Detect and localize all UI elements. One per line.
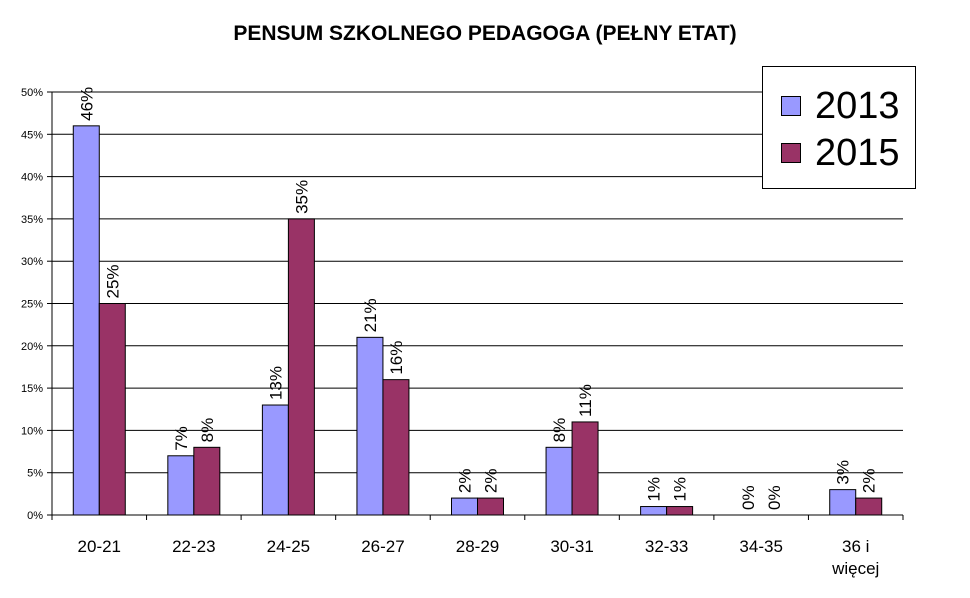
x-tick-label: więcej xyxy=(831,559,879,578)
data-label-2015: 11% xyxy=(576,384,595,417)
bar-2015 xyxy=(193,446,221,516)
y-tick-label: 5% xyxy=(27,468,43,480)
x-tick-label: 32-33 xyxy=(645,537,688,556)
y-tick-label: 25% xyxy=(21,299,43,311)
bar-2015 xyxy=(382,379,410,516)
bar-2013 xyxy=(356,336,384,516)
x-tick-label: 30-31 xyxy=(550,537,593,556)
y-tick-label: 10% xyxy=(21,425,43,437)
bar-2015 xyxy=(571,421,599,516)
data-label-2015: 35% xyxy=(292,180,311,214)
data-label-2013: 0% xyxy=(739,485,758,510)
data-label-2015: 2% xyxy=(860,469,879,494)
y-tick-label: 35% xyxy=(21,214,43,226)
bar-2015 xyxy=(287,218,315,516)
legend-item-2013: 2013 xyxy=(781,86,900,126)
chart-title: PENSUM SZKOLNEGO PEDAGOGA (PEŁNY ETAT) xyxy=(233,22,737,45)
y-tick-label: 20% xyxy=(21,341,43,353)
data-label-2013: 13% xyxy=(266,366,285,400)
x-tick-label: 36 i xyxy=(842,537,869,556)
bar-2013 xyxy=(167,455,195,516)
bar-2013 xyxy=(640,506,668,516)
y-tick-label: 30% xyxy=(21,256,43,268)
data-label-2015: 16% xyxy=(387,341,406,375)
bar-2015 xyxy=(98,303,126,516)
bar-2013 xyxy=(72,125,100,516)
x-tick-label: 34-35 xyxy=(739,537,782,556)
legend-swatch-2013 xyxy=(781,96,801,116)
data-label-2015: 1% xyxy=(671,477,690,502)
x-tick-label: 28-29 xyxy=(456,537,499,556)
data-label-2013: 46% xyxy=(77,87,96,121)
x-tick-label: 24-25 xyxy=(267,537,310,556)
y-tick-label: 45% xyxy=(21,129,43,141)
data-label-2013: 8% xyxy=(550,418,569,443)
data-label-2015: 2% xyxy=(482,469,501,494)
bar-2013 xyxy=(829,489,857,516)
data-label-2015: 8% xyxy=(198,418,217,443)
y-tick-label: 15% xyxy=(21,383,43,395)
y-tick-label: 40% xyxy=(21,172,43,184)
chart-legend: 2013 2015 xyxy=(762,66,916,189)
y-tick-label: 0% xyxy=(27,510,43,522)
legend-item-2015: 2015 xyxy=(781,133,900,173)
bar-2013 xyxy=(451,497,478,516)
bar-2013 xyxy=(261,404,289,516)
data-label-2013: 7% xyxy=(172,426,191,451)
data-label-2015: 0% xyxy=(765,485,784,510)
bar-2013 xyxy=(545,446,573,516)
data-label-2013: 2% xyxy=(456,469,475,494)
x-tick-label: 22-23 xyxy=(172,537,215,556)
data-label-2013: 21% xyxy=(361,298,380,332)
x-tick-label: 20-21 xyxy=(78,537,121,556)
legend-swatch-2015 xyxy=(781,143,801,163)
data-label-2013: 3% xyxy=(834,460,853,485)
bar-2015 xyxy=(666,506,694,516)
x-tick-label: 26-27 xyxy=(361,537,404,556)
bar-2015 xyxy=(477,497,504,516)
bar-2015 xyxy=(855,497,883,516)
data-label-2015: 25% xyxy=(103,264,122,298)
data-label-2013: 1% xyxy=(645,477,664,502)
y-tick-label: 50% xyxy=(21,87,43,99)
legend-label-2015: 2015 xyxy=(815,132,900,174)
legend-label-2013: 2013 xyxy=(815,85,900,127)
